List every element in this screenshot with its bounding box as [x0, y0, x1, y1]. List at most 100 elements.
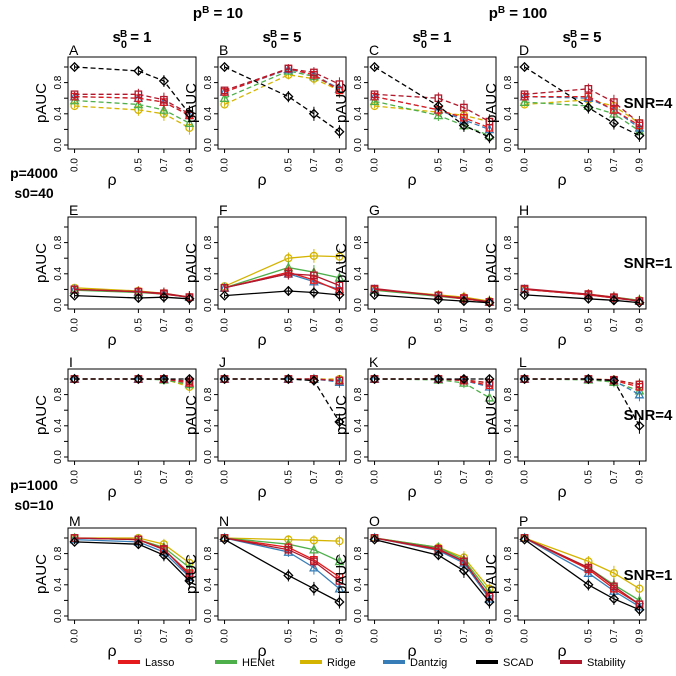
x-axis-label: ρ	[407, 484, 416, 501]
x-tick-label: 0.0	[370, 470, 381, 484]
series-lasso	[370, 375, 494, 392]
y-tick-label: 0.4	[203, 577, 214, 591]
point-scad	[334, 126, 345, 137]
series-line-ridge	[224, 537, 340, 542]
x-tick-label: 0.0	[520, 470, 531, 484]
point-stability	[584, 563, 593, 572]
series-henet	[519, 373, 645, 398]
x-tick-label: 0.7	[459, 158, 470, 172]
point-scad	[184, 293, 195, 304]
series-lasso	[220, 64, 344, 98]
panel-frame	[517, 527, 647, 621]
panel-letter: A	[69, 42, 79, 58]
point-stability	[485, 117, 494, 126]
series-henet	[369, 532, 495, 600]
series-ridge	[370, 101, 494, 129]
point-scad	[583, 293, 594, 304]
y-tick-label: 0.4	[353, 418, 364, 432]
y-tick-label: 0.4	[353, 577, 364, 591]
series-line-stability	[74, 537, 190, 576]
y-axis-label: pAUC	[483, 243, 500, 283]
point-scad	[458, 120, 470, 131]
series-line-scad	[524, 66, 640, 137]
series-line-ridge	[74, 537, 190, 564]
y-axis-label: pAUC	[333, 243, 350, 283]
y-tick-label: 0.0	[353, 450, 364, 464]
x-tick-label: 0.5	[583, 318, 594, 332]
series-line-lasso	[224, 537, 340, 578]
x-tick-label: 0.9	[484, 629, 495, 643]
y-tick-label: 0.4	[203, 106, 214, 120]
legend-label: Lasso	[145, 657, 174, 669]
point-henet	[484, 392, 495, 402]
x-tick-label: 0.9	[334, 629, 345, 643]
block-label-2-1: p=1000	[10, 477, 58, 493]
point-stability	[284, 545, 293, 554]
x-tick-label: 0.0	[370, 318, 381, 332]
point-stability	[160, 95, 168, 104]
panel-letter: M	[69, 513, 81, 529]
series-stability	[370, 534, 494, 604]
panel-letter: I	[69, 354, 73, 370]
point-scad	[634, 130, 645, 141]
x-tick-label: 0.5	[133, 470, 144, 484]
point-scad	[219, 373, 230, 385]
series-stability	[220, 64, 344, 95]
x-tick-label: 0.0	[70, 470, 81, 484]
y-axis-label: pAUC	[483, 554, 500, 594]
point-stability	[370, 90, 379, 99]
point-scad	[433, 550, 444, 561]
point-henet	[159, 104, 169, 114]
series-line-henet	[224, 537, 340, 562]
x-tick-label: 0.9	[334, 158, 345, 172]
x-tick-label: 0.5	[133, 318, 144, 332]
x-tick-label: 0.7	[609, 318, 620, 332]
x-axis-label: ρ	[407, 332, 416, 349]
series-line-ridge	[224, 255, 340, 287]
y-axis-label: pAUC	[183, 395, 200, 435]
x-axis-label: ρ	[257, 643, 266, 660]
panel-frame	[367, 216, 497, 310]
series-line-henet	[374, 100, 490, 137]
point-dantzig	[634, 389, 645, 399]
series-line-ridge	[74, 105, 190, 129]
x-tick-label: 0.0	[520, 629, 531, 643]
y-tick-label: 0.4	[53, 577, 64, 591]
point-scad	[608, 118, 620, 129]
series-ridge	[70, 283, 194, 304]
panel-frame	[517, 56, 647, 150]
y-axis-label: pAUC	[33, 243, 50, 283]
series-line-lasso	[524, 95, 640, 127]
series-line-scad	[74, 294, 190, 300]
x-axis-label: ρ	[257, 484, 266, 501]
block-label-2-2: s0=10	[14, 497, 54, 513]
point-henet	[133, 99, 144, 109]
point-scad	[133, 539, 144, 550]
y-tick-label: 0.0	[203, 609, 214, 623]
panel-frame	[367, 368, 497, 462]
series-line-scad	[224, 539, 340, 603]
panel-frame	[217, 216, 347, 310]
point-scad	[158, 373, 170, 385]
series-scad	[219, 61, 345, 139]
panel-frame	[67, 56, 197, 150]
x-tick-label: 0.5	[133, 158, 144, 172]
point-scad	[369, 373, 380, 385]
y-tick-label: 0.0	[353, 298, 364, 312]
series-line-scad	[374, 66, 490, 138]
point-scad	[158, 75, 170, 87]
x-tick-label: 0.5	[433, 629, 444, 643]
point-stability	[284, 64, 293, 73]
series-line-henet	[524, 101, 640, 132]
series-lasso	[520, 375, 644, 393]
point-scad	[334, 596, 345, 608]
series-line-scad	[374, 294, 490, 304]
series-scad	[69, 373, 195, 385]
point-henet	[433, 109, 444, 120]
x-tick-label: 0.5	[583, 629, 594, 643]
y-tick-label: 0.8	[203, 75, 214, 89]
legend-item-scad: SCAD	[476, 657, 534, 669]
